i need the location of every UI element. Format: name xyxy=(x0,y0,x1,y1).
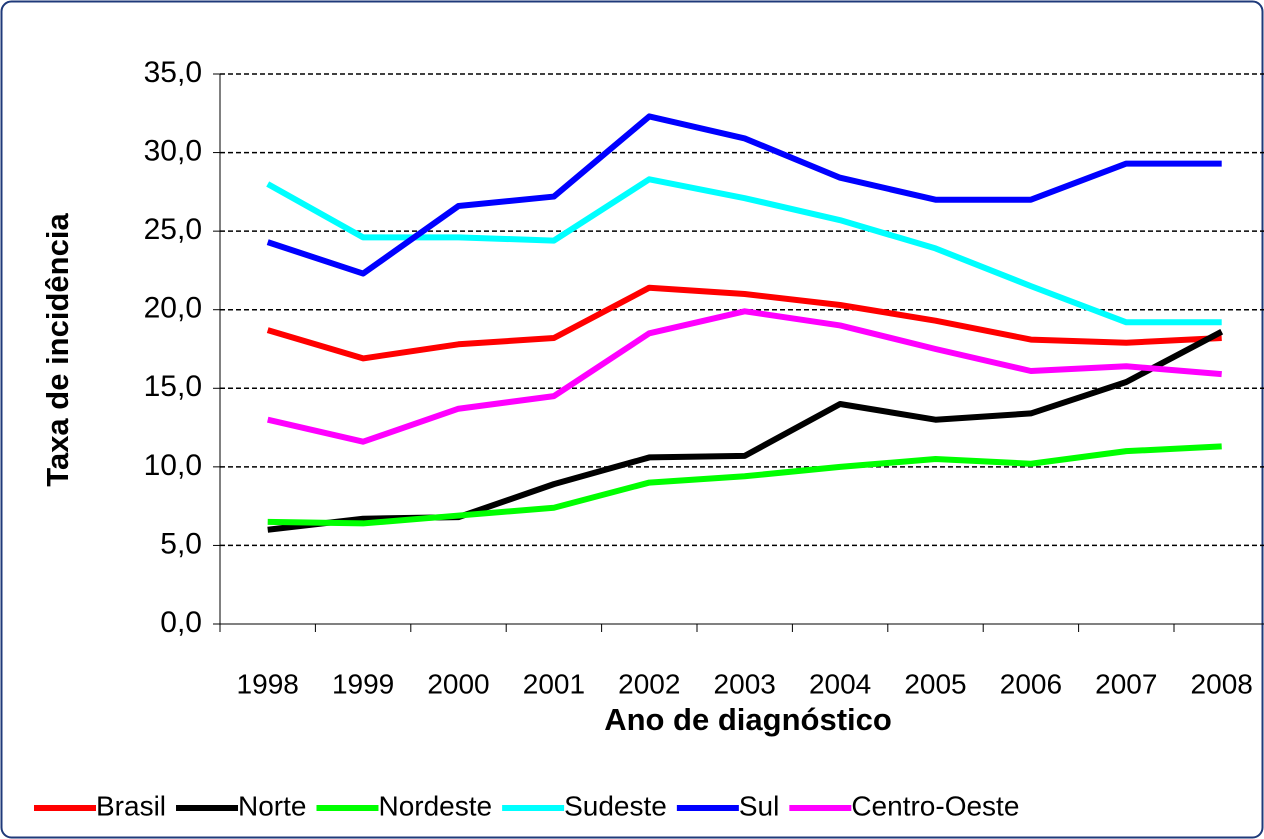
x-tick-label: 2003 xyxy=(714,668,776,699)
y-tick-label: 35,0 xyxy=(144,56,202,89)
x-tick-label: 2000 xyxy=(427,668,489,699)
series-line xyxy=(266,176,1222,326)
series-line xyxy=(266,113,1222,277)
series-line xyxy=(267,308,1222,445)
y-tick-label: 15,0 xyxy=(144,370,202,403)
x-tick-label: 1999 xyxy=(332,668,394,699)
y-tick-label: 20,0 xyxy=(144,292,202,325)
legend-label: Centro-Oeste xyxy=(851,790,1019,821)
y-tick-label: 30,0 xyxy=(144,134,202,167)
x-tick-label: 2007 xyxy=(1095,668,1157,699)
series-line xyxy=(266,284,1222,362)
legend-label: Brasil xyxy=(96,790,166,821)
legend-label: Sudeste xyxy=(564,790,667,821)
x-tick-label: 2005 xyxy=(904,668,966,699)
x-tick-label: 2002 xyxy=(618,668,680,699)
legend-label: Norte xyxy=(238,790,306,821)
x-axis-title: Ano de diagnóstico xyxy=(604,702,892,737)
x-tick-label: 1998 xyxy=(237,668,299,699)
y-tick-label: 25,0 xyxy=(144,213,202,246)
series-line xyxy=(267,443,1222,527)
y-tick-label: 5,0 xyxy=(160,527,202,560)
x-tick-label: 2001 xyxy=(523,668,585,699)
legend-label: Sul xyxy=(739,790,779,821)
x-tick-label: 2006 xyxy=(1000,668,1062,699)
y-tick-label: 0,0 xyxy=(160,606,202,639)
x-tick-label: 2004 xyxy=(809,668,871,699)
legend-label: Nordeste xyxy=(378,790,492,821)
y-axis-title: Taxa de incidência xyxy=(40,213,75,487)
y-tick-label: 10,0 xyxy=(144,449,202,482)
x-tick-label: 2008 xyxy=(1191,668,1253,699)
